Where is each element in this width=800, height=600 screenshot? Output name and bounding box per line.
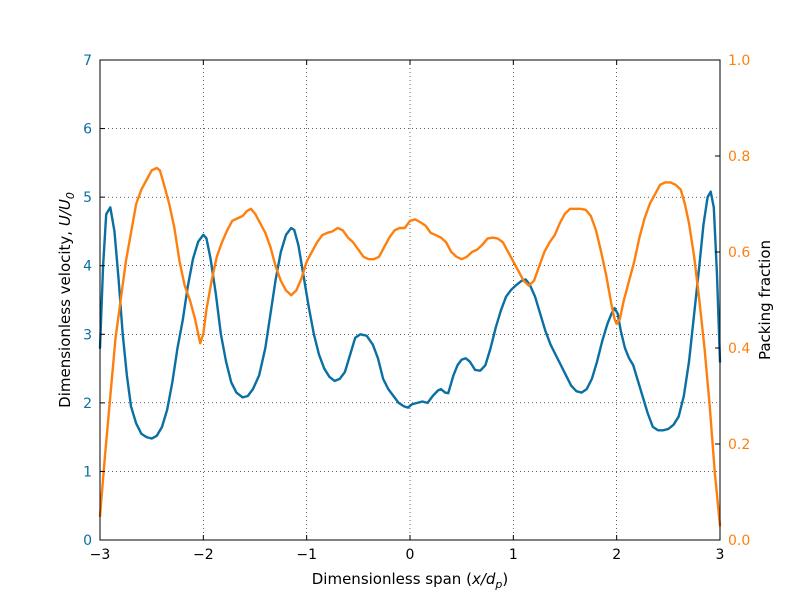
grid-lines [100, 60, 720, 540]
y-right-tick-label: 0.8 [728, 149, 750, 165]
x-tick-label: −3 [90, 547, 111, 563]
x-tick-label: 0 [406, 547, 415, 563]
velocity-line [98, 190, 722, 440]
x-tick-label: 1 [509, 547, 518, 563]
y-left-tick-label: 1 [83, 464, 92, 480]
y-right-tick-label: 1.0 [728, 53, 750, 69]
y-left-tick-label: 2 [83, 396, 92, 412]
x-tick-label: 3 [716, 547, 725, 563]
x-axis-label-sub: p [494, 578, 502, 591]
y-left-tick-label: 6 [83, 122, 92, 138]
axis-ticks: −3 −2 −1 0 1 2 3 0 1 2 3 4 5 6 7 0.0 0.2 0.4 0.6 0.8 1.0 [83, 53, 750, 563]
y-left-tick-label: 7 [83, 53, 92, 69]
y-axis-left-label-math: U/U [56, 199, 74, 226]
x-axis-label: Dimensionless span (x/dp) [312, 570, 508, 591]
y-left-tick-label: 3 [83, 327, 92, 343]
series-layer [98, 166, 722, 527]
x-tick-label: 2 [612, 547, 621, 563]
x-axis-label-close: ) [502, 570, 508, 588]
y-right-tick-label: 0.2 [728, 437, 750, 453]
y-left-tick-label: 5 [83, 190, 92, 206]
packing-fraction-line [98, 166, 722, 527]
x-tick-label: −1 [296, 547, 317, 563]
y-left-tick-label: 4 [83, 259, 92, 275]
y-right-tick-label: 0.0 [728, 533, 750, 549]
x-axis-label-text: Dimensionless span ( [312, 570, 472, 588]
y-right-tick-label: 0.6 [728, 245, 750, 261]
y-axis-left-label: Dimensionless velocity, U/U0 [56, 192, 77, 408]
y-right-tick-label: 0.4 [728, 341, 750, 357]
y-axis-left-label-text: Dimensionless velocity, [56, 226, 74, 408]
y-axis-right-label: Packing fraction [756, 240, 774, 360]
y-left-tick-label: 0 [83, 533, 92, 549]
y-axis-left-label-sub: 0 [64, 192, 77, 199]
x-tick-label: −2 [193, 547, 214, 563]
x-axis-label-math: x/d [471, 570, 496, 588]
